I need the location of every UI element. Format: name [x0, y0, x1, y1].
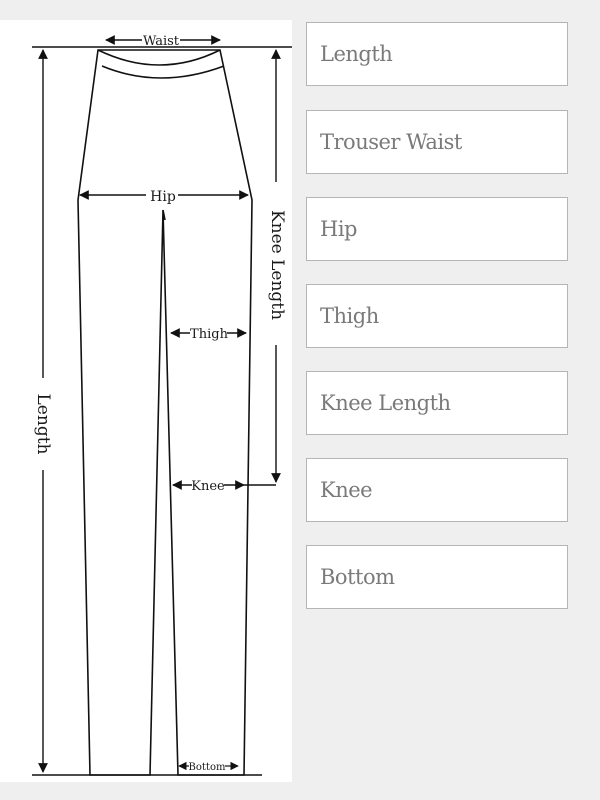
length-dimension: Length	[33, 49, 53, 773]
knee-length-dimension: Knee Length	[267, 49, 287, 483]
bottom-label: Bottom	[189, 762, 226, 773]
bottom-dimension: Bottom	[178, 761, 239, 773]
thigh-placeholder: Thigh	[320, 304, 379, 328]
knee-placeholder: Knee	[320, 478, 373, 502]
thigh-dimension: Thigh	[170, 327, 247, 342]
knee-length-input[interactable]: Knee Length	[306, 371, 568, 435]
waist-label: Waist	[143, 34, 180, 49]
bottom-input[interactable]: Bottom	[306, 545, 568, 609]
hip-label: Hip	[150, 189, 176, 205]
thigh-label: Thigh	[190, 327, 229, 342]
hip-input[interactable]: Hip	[306, 197, 568, 261]
trouser-measurement-diagram: Waist Hip Thigh Knee Bottom	[0, 20, 292, 782]
knee-dimension: Knee	[172, 479, 276, 494]
knee-label: Knee	[191, 479, 225, 494]
trouser-waist-placeholder: Trouser Waist	[320, 130, 462, 154]
hip-placeholder: Hip	[320, 217, 357, 241]
length-label: Length	[33, 394, 53, 455]
hip-dimension: Hip	[79, 189, 249, 205]
thigh-input[interactable]: Thigh	[306, 284, 568, 348]
trouser-waist-input[interactable]: Trouser Waist	[306, 110, 568, 174]
waist-dimension: Waist	[105, 34, 221, 49]
trouser-diagram-svg: Waist Hip Thigh Knee Bottom	[32, 34, 292, 776]
knee-input[interactable]: Knee	[306, 458, 568, 522]
trouser-outline	[77, 49, 253, 776]
length-placeholder: Length	[320, 42, 393, 66]
knee-length-placeholder: Knee Length	[320, 391, 451, 415]
length-input[interactable]: Length	[306, 22, 568, 86]
knee-length-label: Knee Length	[267, 210, 287, 320]
bottom-placeholder: Bottom	[320, 565, 395, 589]
